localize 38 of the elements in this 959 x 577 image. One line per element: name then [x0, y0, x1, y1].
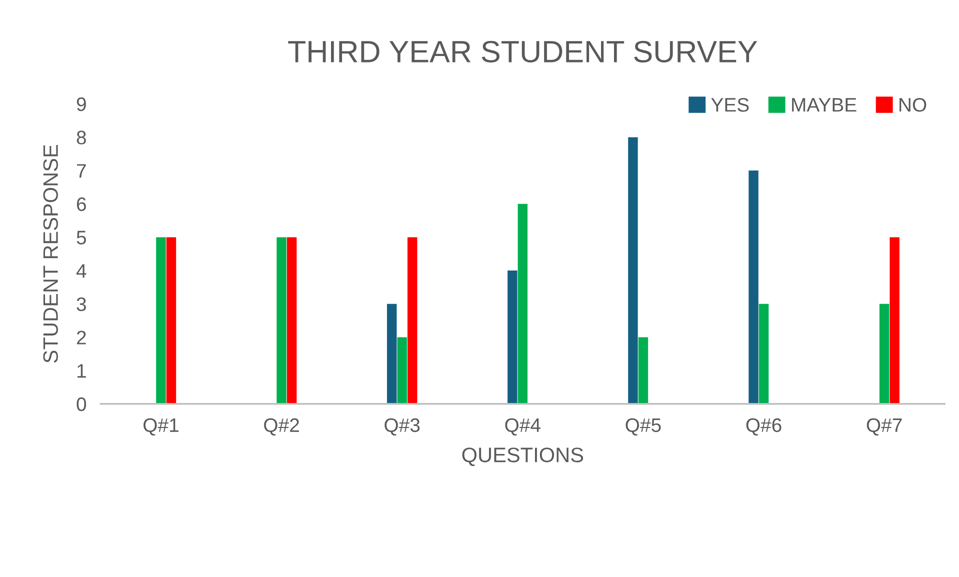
- x-axis-title: QUESTIONS: [462, 448, 584, 466]
- bar: [166, 237, 176, 404]
- bar: [638, 337, 648, 404]
- y-tick-label: 9: [76, 97, 86, 112]
- y-tick-label: 7: [76, 164, 86, 178]
- legend-label: NO: [900, 98, 926, 112]
- bar: [407, 237, 418, 404]
- x-tick-label: Q#3: [384, 418, 420, 436]
- x-tick-label: Q#5: [626, 418, 661, 436]
- x-tick-label: Q#4: [505, 418, 540, 436]
- bar: [758, 304, 769, 404]
- y-tick-label: 6: [76, 197, 86, 212]
- bar: [518, 204, 528, 404]
- bar: [879, 304, 890, 404]
- x-tick-label: Q#1: [144, 418, 178, 436]
- y-tick-label: 3: [76, 297, 86, 312]
- bar: [508, 270, 518, 404]
- y-tick-label: 2: [76, 330, 86, 344]
- bar: [748, 170, 758, 404]
- y-tick-label: 0: [76, 397, 86, 412]
- x-tick-label: Q#6: [746, 418, 782, 436]
- bar: [890, 237, 900, 404]
- chart-title: THIRD YEAR STUDENT SURVEY: [288, 40, 758, 62]
- y-axis-title: STUDENT RESPONSE: [43, 144, 58, 363]
- bar: [276, 237, 286, 404]
- x-tick-label: Q#2: [264, 418, 299, 436]
- y-tick-label: 4: [76, 264, 86, 278]
- y-tick-label: 1: [77, 364, 86, 378]
- bar: [628, 137, 638, 404]
- bar: [397, 337, 407, 404]
- bar: [286, 237, 297, 404]
- legend-label: MAYBE: [792, 98, 856, 112]
- y-tick-label: 8: [76, 130, 86, 144]
- bar: [156, 237, 166, 404]
- y-tick-label: 5: [76, 230, 86, 244]
- legend-label: YES: [711, 98, 749, 112]
- x-tick-label: Q#7: [866, 418, 902, 436]
- bar: [386, 304, 397, 404]
